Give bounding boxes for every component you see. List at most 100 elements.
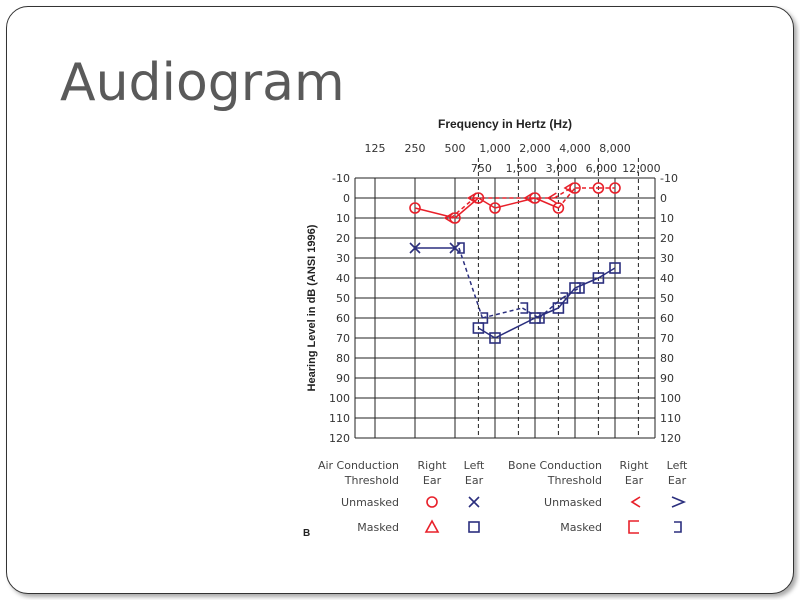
- series-line-segment: [494, 317, 536, 339]
- data-point-lt: [523, 192, 534, 204]
- legend-right-ear: Right: [620, 459, 650, 472]
- slide-title: Audiogram: [60, 53, 345, 113]
- y-tick-label-right: 60: [660, 312, 674, 325]
- data-point-lt: [563, 182, 574, 194]
- series-line-segment: [478, 197, 496, 209]
- series-line-segment: [562, 287, 580, 299]
- series-line-segment: [450, 197, 475, 219]
- legend-x-icon: [468, 496, 480, 508]
- y-tick-label-right: 0: [660, 192, 667, 205]
- data-point-square: [472, 322, 485, 334]
- y-tick-label-right: 90: [660, 372, 674, 385]
- legend-right-ear: Ear: [625, 474, 644, 487]
- x-mid-tick-label: 1,500: [506, 162, 538, 175]
- legend-left-ear: Ear: [465, 474, 484, 487]
- legend-right-ear: Right: [418, 459, 448, 472]
- data-point-circle: [552, 202, 565, 214]
- x-mid-tick-label: 6,000: [586, 162, 618, 175]
- y-tick-label-right: 40: [660, 272, 674, 285]
- data-point-x: [449, 242, 461, 254]
- chart-title: Frequency in Hertz (Hz): [438, 117, 572, 131]
- y-tick-label-left: 40: [336, 272, 350, 285]
- series-line-segment: [598, 267, 616, 279]
- y-tick-label-left: 20: [336, 232, 350, 245]
- y-tick-label-left: 0: [343, 192, 350, 205]
- series-line-segment: [478, 327, 496, 339]
- series-line-segment: [522, 307, 540, 319]
- legend-unmasked: Unmasked: [341, 496, 399, 509]
- y-tick-label-right: 100: [660, 392, 681, 405]
- legend-left-ear: Ear: [668, 474, 687, 487]
- y-tick-label-left: 80: [336, 352, 350, 365]
- series-line-segment: [534, 197, 559, 209]
- legend-lbracket-icon: [628, 520, 639, 534]
- y-tick-label-left: 120: [329, 432, 350, 445]
- data-point-square: [592, 272, 605, 284]
- data-point-rbracket: [480, 312, 489, 324]
- legend-bone-header: Threshold: [547, 474, 602, 487]
- legend-left-ear: Left: [464, 459, 485, 472]
- data-point-rbracket: [537, 312, 545, 324]
- legend-air-header: Threshold: [344, 474, 399, 487]
- y-tick-label-left: 30: [336, 252, 350, 265]
- data-point-circle: [592, 182, 605, 194]
- y-tick-label-left: 10: [336, 212, 350, 225]
- y-tick-label-left: -10: [332, 172, 350, 185]
- legend-bone-header: Bone Conduction: [508, 459, 602, 472]
- series-line-segment: [458, 247, 484, 319]
- x-top-tick-label: 125: [365, 142, 386, 155]
- legend-lt-icon: [630, 496, 641, 508]
- legend-masked: Masked: [560, 521, 602, 534]
- data-point-square: [552, 302, 565, 314]
- data-point-circle: [449, 212, 461, 224]
- legend-air-header: Air Conduction: [318, 459, 399, 472]
- legend-circle-icon: [426, 496, 438, 508]
- legend-square-icon: [468, 521, 480, 533]
- x-top-tick-label: 4,000: [559, 142, 591, 155]
- y-axis-label: Hearing Level in dB (ANSI 1996): [306, 224, 318, 391]
- series-line-segment: [482, 307, 523, 319]
- legend-unmasked: Unmasked: [544, 496, 602, 509]
- legend-rbracket-icon: [674, 521, 682, 533]
- data-point-circle: [569, 182, 581, 194]
- data-point-rbracket: [520, 302, 529, 314]
- data-point-circle: [489, 202, 501, 214]
- y-tick-label-right: 70: [660, 332, 674, 345]
- x-top-tick-label: 2,000: [519, 142, 551, 155]
- legend-triangle-icon: [424, 519, 440, 533]
- x-top-tick-label: 8,000: [599, 142, 631, 155]
- data-point-lt: [546, 192, 557, 204]
- data-point-x: [409, 242, 421, 254]
- series-line-segment: [414, 207, 456, 219]
- data-point-rbracket: [577, 282, 585, 294]
- data-point-circle: [609, 182, 621, 194]
- x-top-tick-label: 500: [445, 142, 466, 155]
- y-tick-label-right: 120: [660, 432, 681, 445]
- x-top-tick-label: 1,000: [479, 142, 511, 155]
- legend-left-ear: Left: [667, 459, 688, 472]
- data-point-square: [489, 332, 501, 344]
- y-tick-label-left: 90: [336, 372, 350, 385]
- y-tick-label-left: 50: [336, 292, 350, 305]
- y-tick-label-right: 30: [660, 252, 674, 265]
- data-point-lt: [466, 192, 477, 204]
- y-tick-label-left: 110: [329, 412, 350, 425]
- x-mid-tick-label: 3,000: [546, 162, 578, 175]
- panel-label: B: [303, 528, 310, 539]
- legend-gt-icon: [671, 496, 687, 508]
- y-tick-label-right: -10: [660, 172, 678, 185]
- data-point-square: [609, 262, 621, 274]
- x-mid-tick-label: 12,000: [622, 162, 661, 175]
- y-tick-label-right: 10: [660, 212, 674, 225]
- x-top-tick-label: 250: [405, 142, 426, 155]
- data-point-rbracket: [457, 242, 465, 254]
- series-line-segment: [574, 277, 599, 289]
- y-tick-label-right: 50: [660, 292, 674, 305]
- slide: Audiogram: [6, 6, 794, 594]
- y-tick-label-left: 70: [336, 332, 350, 345]
- y-tick-label-right: 20: [660, 232, 674, 245]
- series-line-segment: [534, 307, 559, 319]
- data-point-lt: [443, 212, 454, 224]
- series-line-segment: [494, 197, 536, 209]
